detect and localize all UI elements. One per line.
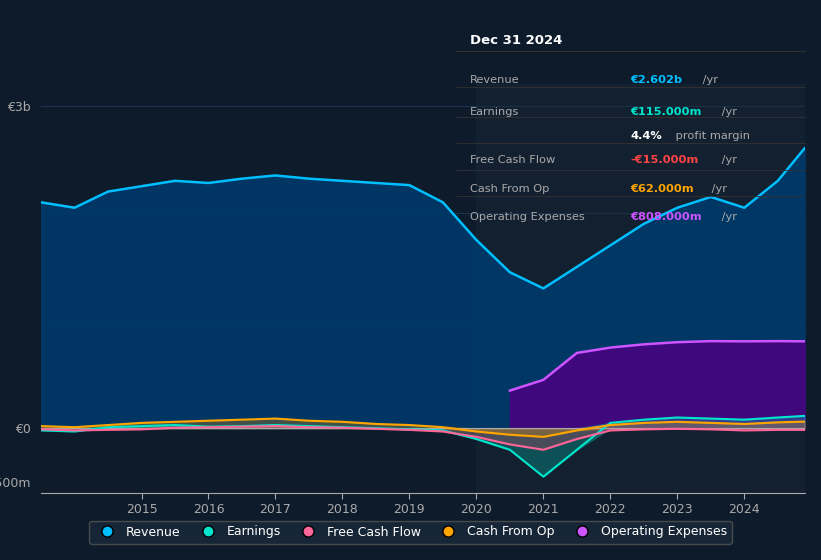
Text: profit margin: profit margin	[672, 131, 750, 141]
Text: /yr: /yr	[718, 107, 737, 117]
Text: €62.000m: €62.000m	[631, 184, 694, 194]
Text: Operating Expenses: Operating Expenses	[470, 212, 585, 222]
Text: /yr: /yr	[709, 184, 727, 194]
Text: -€15.000m: -€15.000m	[631, 156, 699, 165]
Text: €115.000m: €115.000m	[631, 107, 701, 117]
Text: 4.4%: 4.4%	[631, 131, 662, 141]
Text: €2.602b: €2.602b	[631, 75, 682, 85]
Text: Free Cash Flow: Free Cash Flow	[470, 156, 555, 165]
Text: /yr: /yr	[718, 156, 737, 165]
Text: Earnings: Earnings	[470, 107, 519, 117]
Bar	[476, 84, 805, 493]
Text: Cash From Op: Cash From Op	[470, 184, 549, 194]
Text: Revenue: Revenue	[470, 75, 519, 85]
Legend: Revenue, Earnings, Free Cash Flow, Cash From Op, Operating Expenses: Revenue, Earnings, Free Cash Flow, Cash …	[89, 520, 732, 544]
Text: /yr: /yr	[718, 212, 737, 222]
Text: €808.000m: €808.000m	[631, 212, 702, 222]
Text: /yr: /yr	[699, 75, 718, 85]
Text: Dec 31 2024: Dec 31 2024	[470, 35, 562, 48]
